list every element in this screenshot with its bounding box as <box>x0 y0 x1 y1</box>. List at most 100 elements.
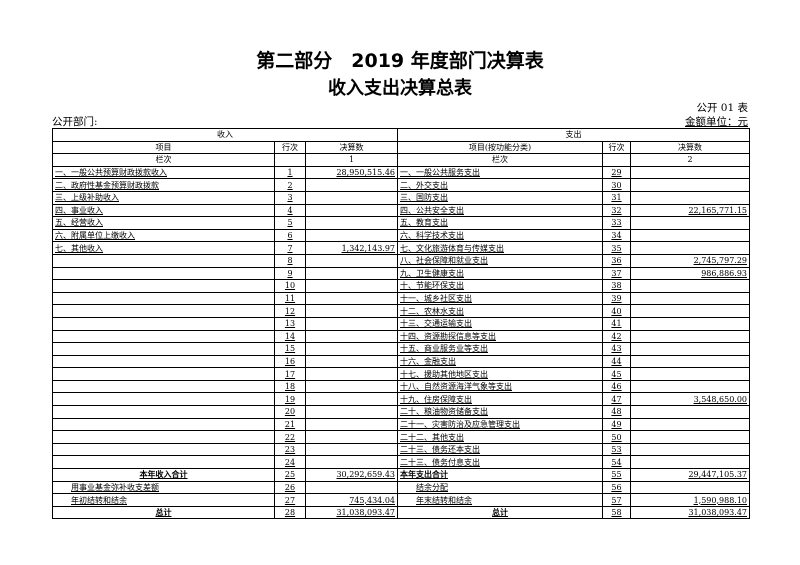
income-amount <box>305 430 398 444</box>
expense-amount: 31,038,093.47 <box>630 505 750 520</box>
income-line-no-text: 8 <box>287 256 293 266</box>
income-line-no-text: 5 <box>287 218 293 228</box>
column-no-label: 栏次 <box>52 153 275 167</box>
expense-line-no-text: 50 <box>611 432 622 442</box>
income-item <box>52 392 275 407</box>
expense-amount-text: 31,038,093.47 <box>688 508 747 518</box>
expense-item: 本年支出合计 <box>397 468 603 482</box>
income-line-no: 16 <box>274 354 306 369</box>
income-line-no-text: 17 <box>284 369 296 379</box>
expense-item: 七、文化旅游体育与传媒支出 <box>397 241 603 255</box>
page-title: 第二部分 2019 年度部门决算表 <box>256 50 544 72</box>
income-item <box>52 304 275 318</box>
expense-item-text: 十二、农林水支出 <box>400 306 464 316</box>
income-line-no: 5 <box>274 216 306 230</box>
income-line-no: 6 <box>274 228 306 243</box>
income-line-no: 7 <box>274 241 306 255</box>
table-row: 五、经营收入 5 五、教育支出 33 <box>52 216 750 230</box>
income-item <box>52 253 275 268</box>
income-amount <box>305 203 398 218</box>
expense-line-no-text: 45 <box>611 369 622 379</box>
expense-line-no: 35 <box>602 241 631 255</box>
expense-item-text: 六、科学技术支出 <box>400 231 464 241</box>
income-item <box>52 455 275 470</box>
expense-line-no-text: 53 <box>611 445 622 455</box>
income-line-no: 11 <box>274 291 306 306</box>
income-line-no-text: 11 <box>284 294 296 304</box>
income-line-no-text: 1 <box>287 168 293 178</box>
expense-item-text: 十、节能环保支出 <box>400 281 464 291</box>
income-amount <box>305 329 398 344</box>
income-line-no-text: 25 <box>284 470 296 480</box>
income-amount <box>305 480 398 495</box>
income-amount-text: 745,434.04 <box>349 495 395 505</box>
income-amount <box>305 291 398 306</box>
income-amount-text: 1,342,143.97 <box>341 243 395 253</box>
expense-header: 支出 <box>397 128 750 142</box>
income-line-no-text: 27 <box>284 495 296 505</box>
expense-line-no-text: 39 <box>611 294 622 304</box>
income-item-text: 用事业基金弥补收支差额 <box>71 482 159 492</box>
expense-line-no: 53 <box>602 442 631 457</box>
income-line-no-text: 4 <box>287 205 293 215</box>
expense-line-no-text: 37 <box>611 268 622 278</box>
income-line-no: 17 <box>274 367 306 381</box>
expense-amount: 986,886.93 <box>630 266 750 281</box>
income-item <box>52 430 275 444</box>
income-item: 用事业基金弥补收支差额 <box>52 480 275 495</box>
income-line-no-text: 16 <box>284 356 296 366</box>
department-label: 公开部门: <box>52 116 98 128</box>
income-line-no-text: 20 <box>284 407 296 417</box>
income-line-no: 28 <box>274 505 306 520</box>
expense-item-text: 十四、资源勘探信息等支出 <box>400 331 496 341</box>
expense-line-no: 55 <box>602 468 631 482</box>
section-header-row: 收入 支出 <box>52 128 750 142</box>
expense-line-no: 54 <box>602 455 631 470</box>
expense-amount: 3,548,650.00 <box>630 392 750 407</box>
expense-item-text: 十九、住房保障支出 <box>400 394 472 404</box>
expense-amount <box>630 329 750 344</box>
expense-amount <box>630 430 750 444</box>
expense-line-no: 38 <box>602 279 631 293</box>
income-header: 收入 <box>52 128 398 142</box>
expense-amount-text: 3,548,650.00 <box>693 394 747 404</box>
expense-amount: 22,165,771.15 <box>630 203 750 218</box>
income-amount <box>305 216 398 230</box>
income-amount <box>305 279 398 293</box>
expense-amount <box>630 379 750 394</box>
expense-item: 十六、金融支出 <box>397 354 603 369</box>
income-amount <box>305 405 398 419</box>
expense-line-no: 49 <box>602 417 631 432</box>
income-line-no: 24 <box>274 455 306 470</box>
income-item: 七、其他收入 <box>52 241 275 255</box>
expense-item: 结余分配 <box>397 480 603 495</box>
expense-amount <box>630 405 750 419</box>
income-item-text: 二、政府性基金预算财政拨款 <box>55 180 159 190</box>
income-line-no: 13 <box>274 316 306 331</box>
income-line-no-text: 15 <box>284 344 296 354</box>
expense-line-no-text: 36 <box>611 256 622 266</box>
expense-item: 二十三、债务付息支出 <box>397 455 603 470</box>
empty-cell <box>602 153 631 167</box>
income-item <box>52 367 275 381</box>
expense-line-no: 31 <box>602 190 631 205</box>
table-row: 四、事业收入 4 四、公共安全支出 32 22,165,771.15 <box>52 203 750 218</box>
income-line-no: 21 <box>274 417 306 432</box>
table-code: 公开 01 表 <box>696 102 748 114</box>
income-amount <box>305 342 398 356</box>
income-line-no: 22 <box>274 430 306 444</box>
income-item <box>52 266 275 281</box>
expense-line-no-text: 41 <box>611 319 622 329</box>
income-amount: 30,292,659.43 <box>305 468 398 482</box>
income-item <box>52 279 275 293</box>
income-amount-text: 30,292,659.43 <box>336 470 395 480</box>
income-line-no-text: 13 <box>284 319 296 329</box>
expense-line-no-text: 34 <box>611 231 622 241</box>
expense-line-no: 50 <box>602 430 631 444</box>
expense-item-text: 五、教育支出 <box>400 218 448 228</box>
income-line-no: 23 <box>274 442 306 457</box>
table-row: 七、其他收入 7 1,342,143.97 七、文化旅游体育与传媒支出 35 <box>52 241 750 255</box>
table-row: 年初结转和结余 27 745,434.04 年末结转和结余 57 1,590,988.10 <box>52 493 750 507</box>
table-row: 用事业基金弥补收支差额 26 结余分配 56 <box>52 480 750 495</box>
income-item-text: 五、经营收入 <box>55 218 103 228</box>
